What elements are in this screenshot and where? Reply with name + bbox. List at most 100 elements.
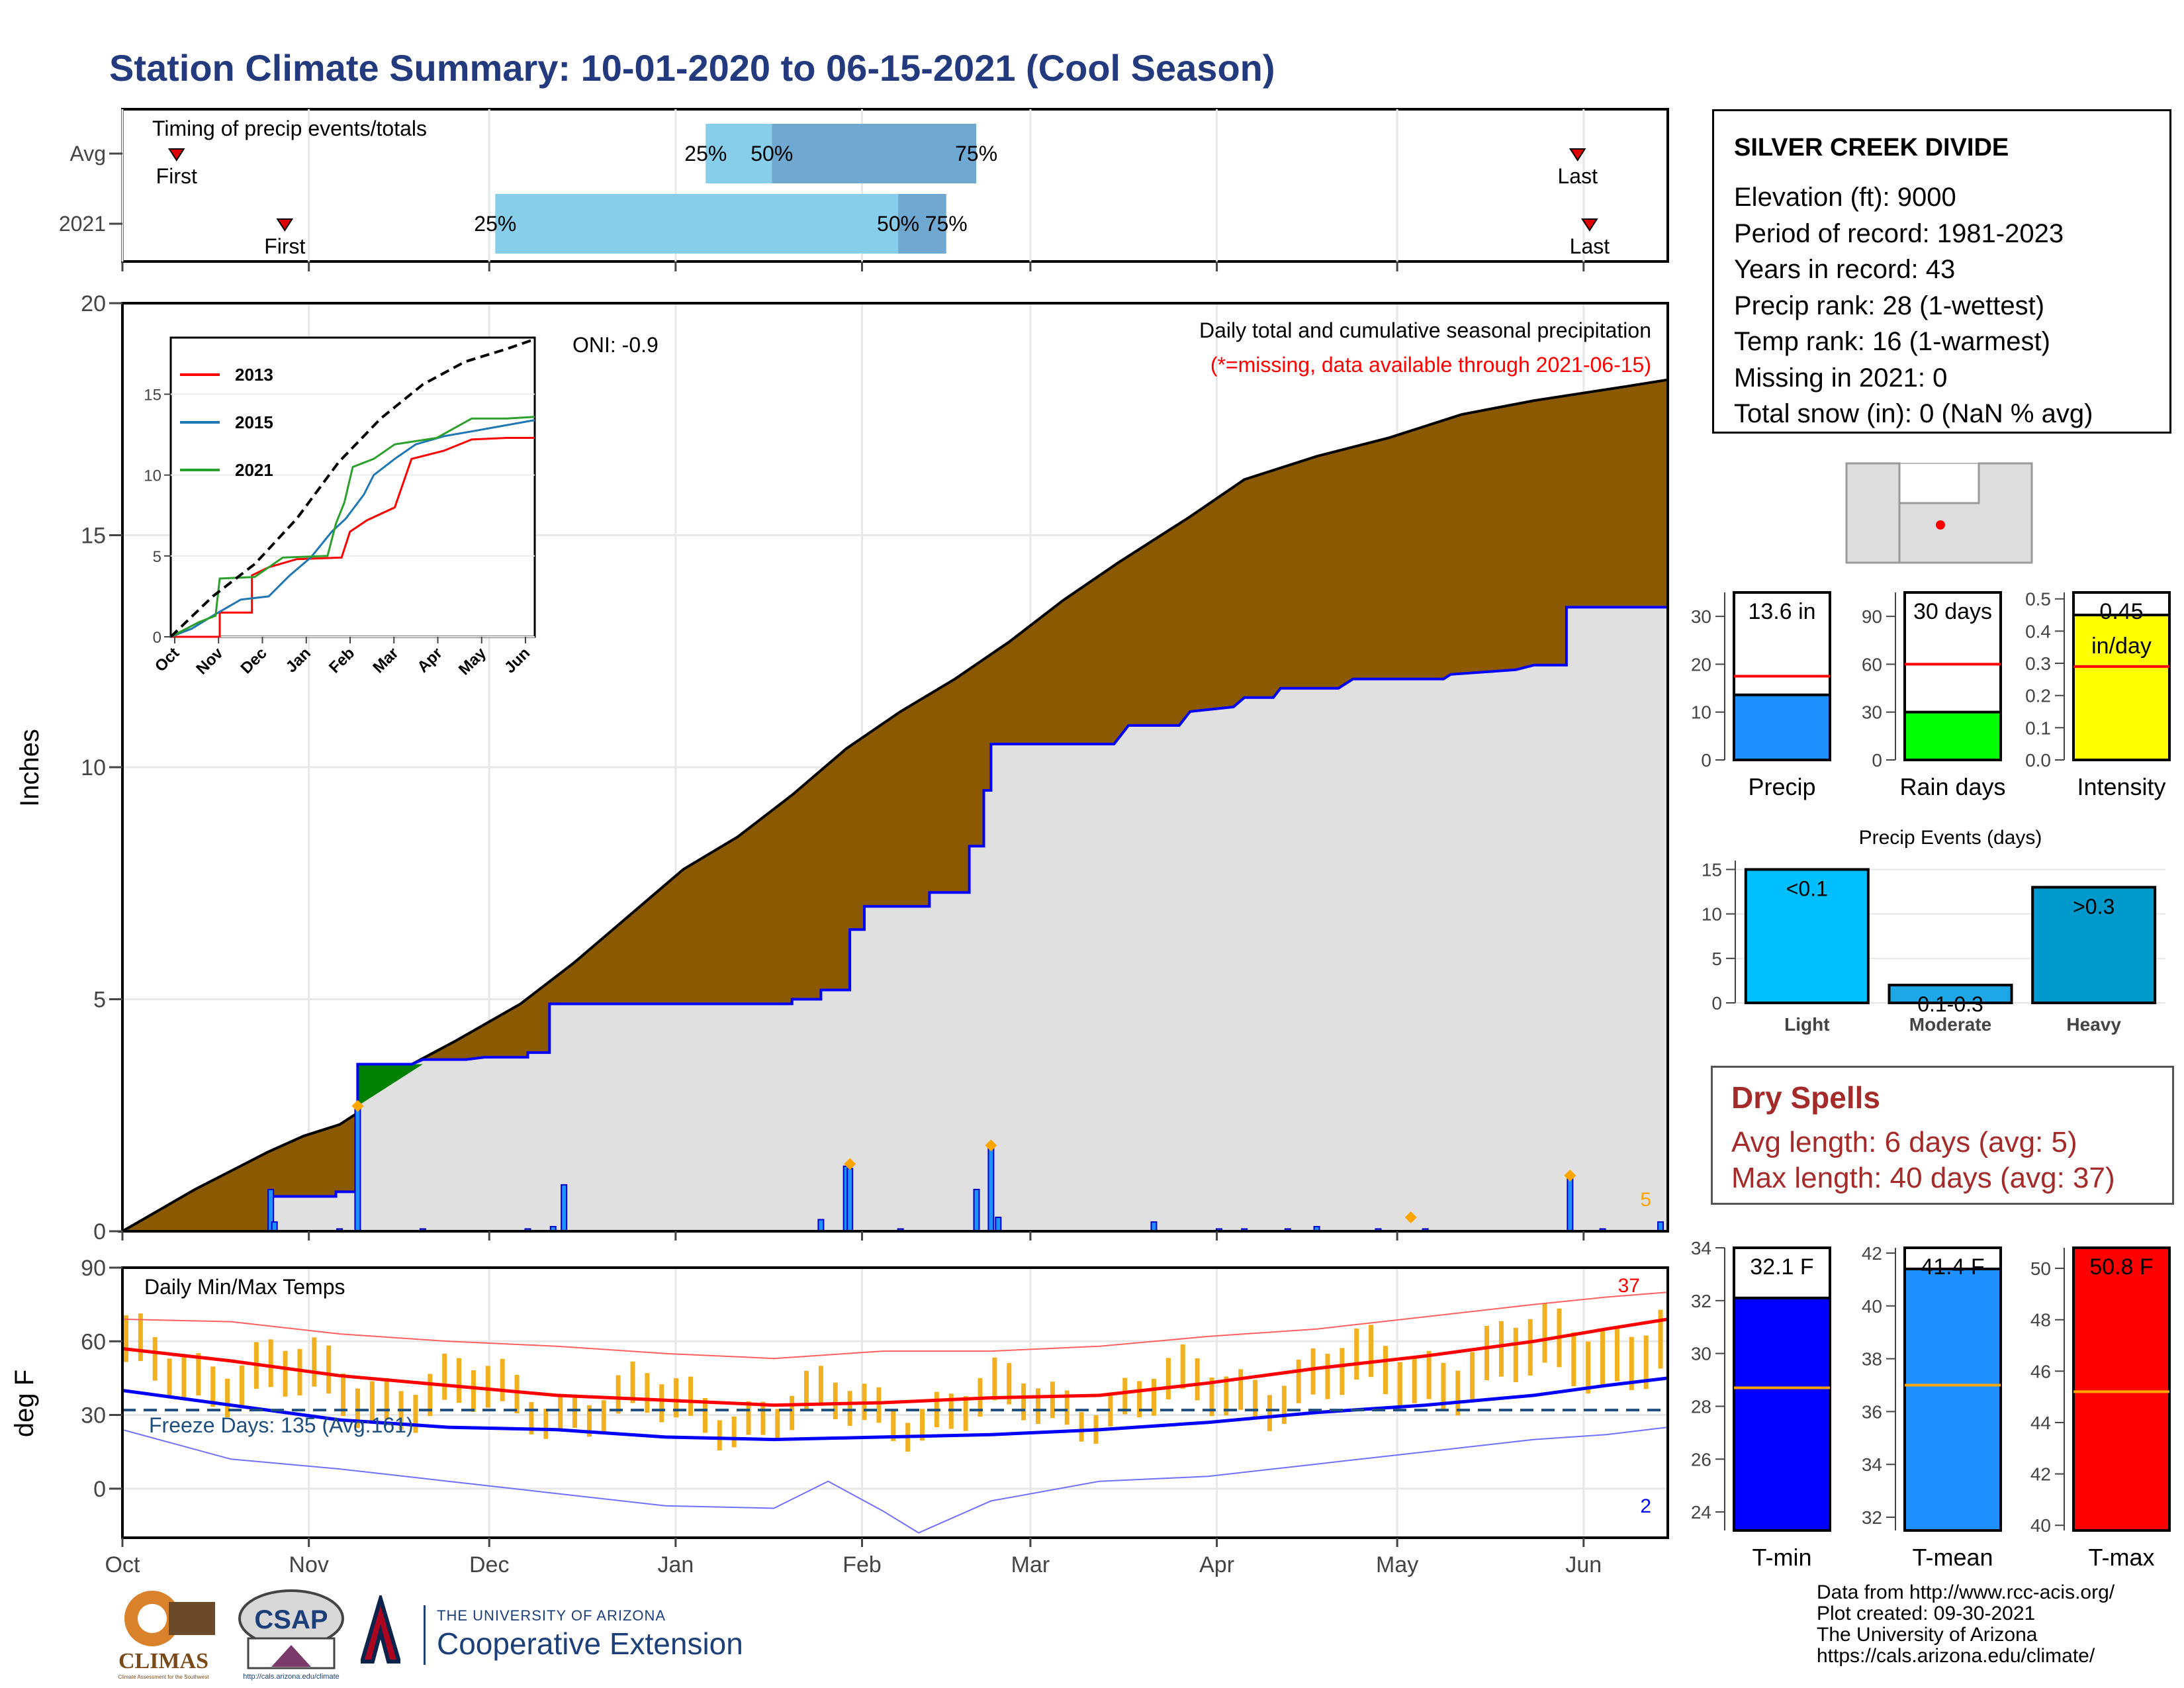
timing-last-marker-avg — [1569, 148, 1586, 162]
intensity-bar — [2072, 614, 2171, 761]
temp-range-bar-101 — [485, 1366, 490, 1408]
temp-xtick-label-feb: Feb — [842, 1552, 882, 1577]
temp-range-bar-97 — [471, 1370, 476, 1412]
climas-inner-shape — [138, 1604, 167, 1633]
temp-panel-frame — [121, 1266, 1669, 1539]
tmin-ytick-label-32: 32 — [1691, 1291, 1711, 1311]
temp-range-bar-45 — [283, 1350, 288, 1397]
temp-range-bar-345 — [1369, 1325, 1374, 1378]
events-title: Precip Events (days) — [1859, 827, 2042, 849]
temp-range-bar-161 — [702, 1397, 707, 1433]
temp-range-bar-377 — [1484, 1325, 1490, 1380]
credit-url: https://cals.arizona.edu/climate/ — [1817, 1645, 2095, 1667]
inset-ytick-label-5: 5 — [153, 548, 161, 566]
total-precip-ytick-label-20: 20 — [1691, 654, 1711, 675]
credit-source: Data from http://www.rcc-acis.org/ — [1817, 1581, 2115, 1603]
temp-range-bar-357 — [1412, 1356, 1417, 1403]
events-ytick-label-5: 5 — [1711, 949, 1722, 969]
temp-range-bar-169 — [731, 1416, 737, 1448]
temp-range-bar-421 — [1643, 1335, 1649, 1389]
intensity-ytick-label-0-2: 0.2 — [2025, 686, 2051, 706]
temp-range-bar-241 — [992, 1357, 997, 1401]
timing-first-label-avg: First — [156, 164, 197, 188]
extension-divider — [424, 1605, 426, 1665]
timing-bar-q50-q75-2021 — [898, 194, 946, 254]
timing-row-label-avg: Avg — [69, 142, 106, 165]
total-precip-ytick-label-10: 10 — [1691, 702, 1711, 723]
temp-range-bar-365 — [1441, 1362, 1446, 1409]
tmax-value-label: 50.8 F — [2089, 1254, 2153, 1280]
tmin-ytick-label-34: 34 — [1691, 1238, 1711, 1258]
temp-range-bar-353 — [1397, 1362, 1402, 1408]
temp-range-bar-13 — [167, 1358, 172, 1399]
timing-label-q75-2021: 75% — [925, 212, 968, 236]
precip-annotation-missing: (*=missing, data available through 2021-… — [1210, 353, 1651, 377]
dry-spells-box: Dry Spells Avg length: 6 days (avg: 5) M… — [1711, 1066, 2174, 1205]
temp-range-bar-273 — [1108, 1393, 1113, 1427]
intensity-ytick-label-0: 0.0 — [2025, 750, 2051, 771]
temp-ytick-label-90: 90 — [81, 1256, 106, 1281]
temp-range-bar-413 — [1614, 1326, 1619, 1382]
temp-range-bar-293 — [1180, 1344, 1185, 1389]
temp-range-bar-381 — [1498, 1321, 1504, 1377]
timing-label-q25-avg: 25% — [684, 142, 727, 165]
inset-ytick-label-10: 10 — [144, 467, 161, 485]
credit-university: The University of Arizona — [1817, 1624, 2038, 1646]
temp-range-bar-81 — [413, 1395, 418, 1433]
timing-first-label-2021: First — [264, 234, 305, 258]
temp-range-bar-321 — [1281, 1385, 1287, 1425]
temp-range-bar-425 — [1658, 1309, 1663, 1369]
temp-range-bar-281 — [1137, 1381, 1142, 1418]
temp-range-bar-193 — [818, 1366, 823, 1406]
temp-range-bar-113 — [529, 1402, 534, 1434]
tmean-ytick-label-40: 40 — [1862, 1296, 1882, 1317]
tmin-value-label: 32.1 F — [1750, 1254, 1813, 1280]
temp-xtick-label-jun: Jun — [1565, 1552, 1602, 1577]
temp-range-bar-385 — [1513, 1327, 1518, 1383]
ua-a-shape — [361, 1595, 400, 1664]
inset-legend-label-2021: 2021 — [235, 460, 273, 480]
timing-label-q75-avg: 75% — [955, 142, 997, 165]
temp-range-bar-89 — [442, 1353, 447, 1400]
temp-xtick-label-dec: Dec — [469, 1552, 509, 1577]
rain-days-xlabel: Rain days — [1899, 773, 2005, 800]
temp-count-bottom: 2 — [1640, 1495, 1651, 1517]
precip-count-label: 5 — [1640, 1189, 1651, 1211]
rain-days-ytick-label-60: 60 — [1862, 654, 1882, 675]
precip-ytick-label-15: 15 — [81, 524, 106, 549]
temp-range-bar-105 — [500, 1358, 505, 1401]
tmax-ytick-label-46: 46 — [2030, 1361, 2051, 1382]
precip-daily-bar-12 — [973, 1188, 980, 1233]
temp-range-bar-249 — [1021, 1383, 1026, 1421]
temp-range-bar-325 — [1296, 1359, 1301, 1403]
temp-range-bar-5 — [138, 1313, 143, 1362]
temp-range-bar-305 — [1224, 1376, 1229, 1416]
rain-days-ytick-label-90: 90 — [1862, 606, 1882, 627]
dry-spells-title: Dry Spells — [1731, 1080, 1880, 1115]
total-precip-value-label: 13.6 in — [1748, 599, 1815, 624]
precip-marker-1 — [844, 1158, 856, 1170]
temp-range-bar-393 — [1542, 1303, 1547, 1363]
timing-first-marker-avg — [167, 148, 185, 162]
temp-range-bar-285 — [1151, 1378, 1156, 1416]
precip-daily-bar-10 — [846, 1168, 854, 1232]
temp-range-bar-209 — [876, 1387, 882, 1423]
temp-range-bar-49 — [297, 1348, 302, 1396]
precip-daily-bar-13 — [987, 1147, 995, 1232]
ua-logo — [361, 1595, 400, 1664]
events-ytick-label-10: 10 — [1702, 904, 1722, 925]
intensity-ytick-label-0-1: 0.1 — [2025, 718, 2051, 738]
temp-range-bar-361 — [1426, 1350, 1432, 1399]
precip-marker-4 — [1564, 1169, 1576, 1182]
csap-mountain-shape — [271, 1645, 311, 1667]
precip-surplus-area — [357, 1064, 423, 1106]
dry-spells-max: Max length: 40 days (avg: 37) — [1731, 1162, 2115, 1194]
temp-range-bar-301 — [1209, 1378, 1214, 1417]
intensity-ytick-label-0-3: 0.3 — [2025, 653, 2051, 674]
temp-range-bar-289 — [1165, 1358, 1171, 1399]
temp-range-bar-233 — [963, 1396, 968, 1431]
precip-marker-3 — [1404, 1211, 1417, 1223]
temp-ytick-label-30: 30 — [81, 1403, 106, 1429]
events-ytick-label-0: 0 — [1711, 993, 1722, 1013]
